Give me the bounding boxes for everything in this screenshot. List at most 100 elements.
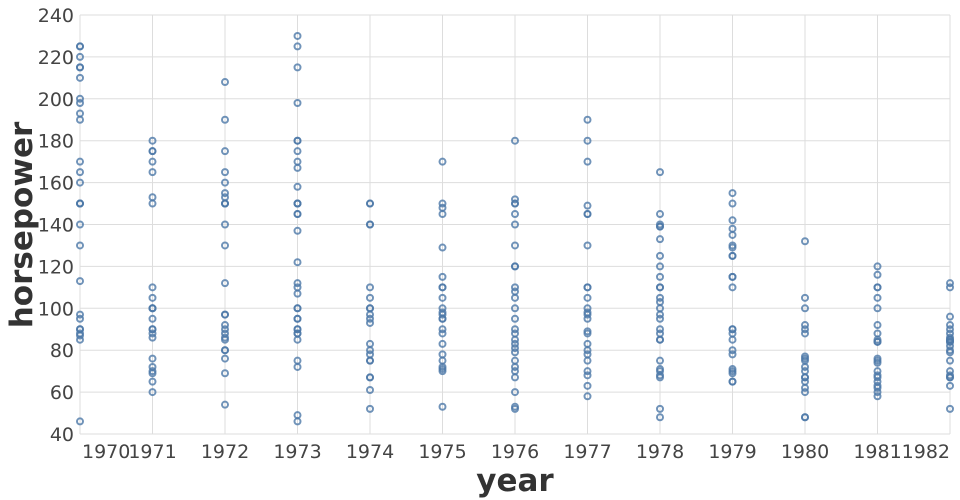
x-tick-label: 1980 [781, 441, 829, 463]
data-point [148, 147, 157, 156]
data-point [221, 78, 229, 87]
x-tick-label: 1975 [418, 441, 466, 463]
data-point [511, 404, 519, 413]
data-point [583, 210, 592, 219]
y-axis: 40 60 80 100 120 140 160 180 200 220 240 [38, 5, 74, 446]
data-point [583, 367, 592, 376]
data-point [148, 136, 157, 145]
data-point [728, 189, 737, 198]
data-point [728, 369, 737, 378]
data-point [293, 42, 302, 51]
data-point [656, 262, 664, 271]
y-tick-label: 220 [38, 47, 74, 69]
data-point [656, 293, 664, 302]
data-point [946, 381, 954, 390]
data-point [656, 413, 664, 422]
data-point [76, 335, 84, 344]
data-point [221, 178, 229, 187]
data-point [873, 388, 882, 397]
data-point [76, 310, 84, 319]
data-point [148, 283, 157, 292]
data-point [221, 220, 229, 229]
y-tick-label: 160 [38, 173, 74, 195]
data-point [801, 325, 809, 334]
data-point [511, 314, 519, 323]
data-point [583, 381, 592, 390]
data-point [221, 189, 229, 198]
data-point [511, 335, 519, 344]
data-point [293, 258, 302, 267]
y-tick-label: 120 [38, 256, 74, 278]
x-tick-label: 1972 [201, 441, 249, 463]
data-point [148, 314, 157, 323]
data-point [946, 321, 954, 330]
y-tick-label: 140 [38, 215, 74, 237]
data-point [221, 241, 229, 250]
data-point [221, 346, 229, 355]
data-point [801, 293, 809, 302]
data-point [221, 199, 229, 208]
data-point [76, 98, 84, 107]
data-point [656, 314, 664, 323]
data-point [656, 210, 664, 219]
data-point [221, 354, 229, 363]
data-point [438, 210, 447, 219]
data-point [873, 373, 882, 382]
data-point [511, 210, 519, 219]
data-point [583, 392, 592, 401]
data-point [946, 325, 954, 334]
data-point [873, 304, 882, 313]
data-point [873, 392, 882, 401]
data-point [873, 383, 882, 392]
data-point [293, 136, 302, 145]
data-point [583, 157, 592, 166]
data-point [76, 42, 84, 51]
data-point [511, 220, 519, 229]
data-point [438, 293, 447, 302]
data-point [293, 226, 302, 235]
data-point [293, 98, 302, 107]
data-point [366, 404, 374, 413]
data-point [511, 136, 519, 145]
data-point [221, 147, 229, 156]
data-point [873, 358, 882, 367]
data-point [148, 157, 157, 166]
data-point [801, 362, 809, 371]
data-point [76, 178, 84, 187]
data-point [511, 373, 519, 382]
data-point [366, 293, 374, 302]
data-point [511, 283, 519, 292]
y-tick-label: 100 [38, 298, 74, 320]
x-tick-label: 1981 [853, 441, 901, 463]
data-point [293, 147, 302, 156]
data-point [76, 314, 84, 323]
data-point [221, 279, 229, 288]
data-point [583, 314, 592, 323]
data-point [293, 314, 302, 323]
data-point [656, 251, 664, 260]
x-tick-label: 1973 [273, 441, 321, 463]
data-point [583, 371, 592, 380]
data-point [148, 388, 157, 397]
data-point [438, 329, 447, 338]
data-point [76, 241, 84, 250]
data-point [873, 270, 882, 279]
data-point [656, 310, 664, 319]
data-point [728, 230, 737, 239]
data-point [148, 168, 157, 177]
data-point [728, 243, 737, 252]
y-tick-label: 240 [38, 5, 74, 27]
data-point [801, 321, 809, 330]
data-point [656, 283, 664, 292]
data-point [76, 277, 84, 286]
data-point [76, 52, 84, 61]
data-point [583, 293, 592, 302]
x-tick-label: 1977 [563, 441, 611, 463]
x-axis-title: year [476, 463, 554, 499]
data-point [946, 348, 954, 357]
data-point [221, 400, 229, 409]
data-point [293, 279, 302, 288]
data-point [583, 346, 592, 355]
data-point [873, 293, 882, 302]
